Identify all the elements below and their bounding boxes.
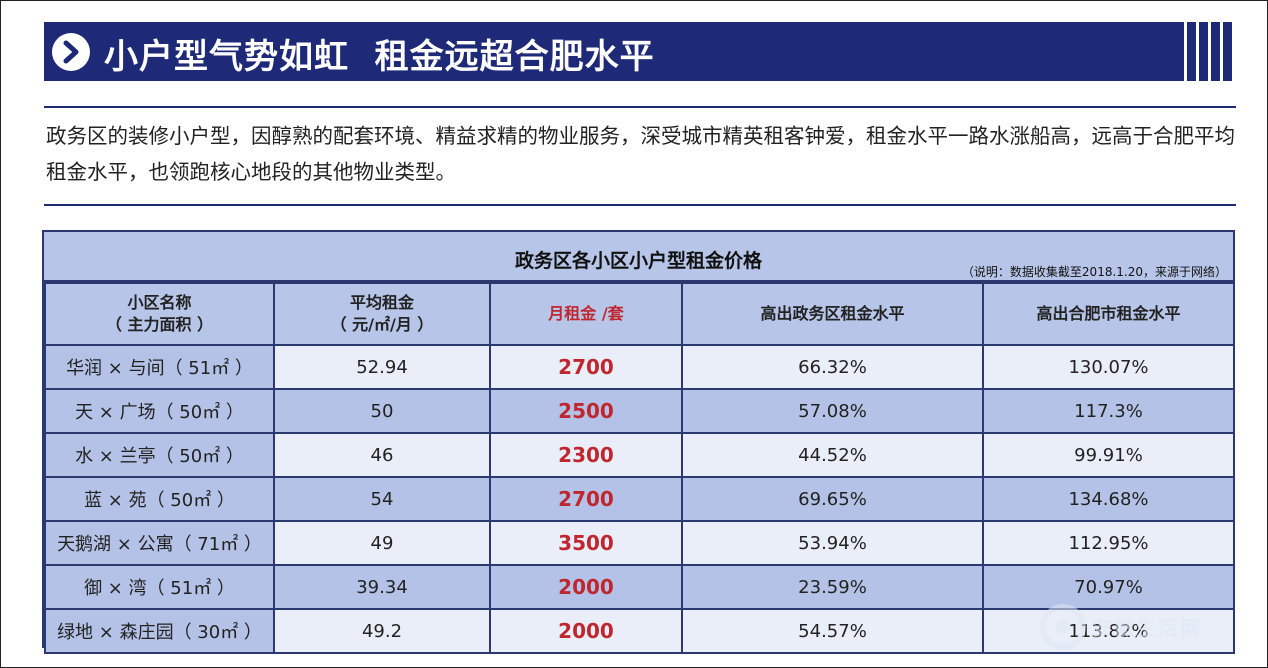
cell-community: 绿地 × 森庄园（ 30㎡ ） (44, 608, 275, 654)
rent-data-table: 小区名称 （ 主力面积 ） 平均租金 （ 元/㎡/月 ） 月租金 /套 高出政务… (44, 282, 1235, 654)
cell-monthly-rent: 2500 (489, 388, 683, 434)
cell-monthly-rent: 3500 (489, 520, 683, 566)
intro-bottom-rule (44, 204, 1236, 206)
cell-avg-rent: 54 (273, 476, 491, 522)
banner-stripes-decoration (1178, 22, 1232, 81)
header-avg-rent-label: 平均租金 (349, 293, 414, 312)
cell-community: 天 × 广场（ 50㎡ ） (44, 388, 275, 434)
intro-paragraph: 政务区的装修小户型，因醇熟的配套环境、精益求精的物业服务，深受城市精英租客钟爱，… (46, 124, 1235, 184)
header-above-city: 高出合肥市租金水平 (982, 282, 1235, 346)
cell-monthly-rent: 2700 (489, 476, 683, 522)
cell-above-city: 99.91% (982, 432, 1235, 478)
cell-monthly-rent: 2000 (489, 608, 683, 654)
play-arrow-icon (52, 33, 90, 71)
table-row: 天 × 广场（ 50㎡ ） 50 2500 57.08% 117.3% (44, 388, 1235, 434)
table-row: 御 × 湾（ 51㎡ ） 39.34 2000 23.59% 70.97% (44, 564, 1235, 610)
cell-above-district: 44.52% (681, 432, 984, 478)
cell-avg-rent: 50 (273, 388, 491, 434)
header-avg-rent: 平均租金 （ 元/㎡/月 ） (273, 282, 491, 346)
cell-avg-rent: 49.2 (273, 608, 491, 654)
cell-community: 蓝 × 苑（ 50㎡ ） (44, 476, 275, 522)
cell-above-city: 134.68% (982, 476, 1235, 522)
cell-community: 御 × 湾（ 51㎡ ） (44, 564, 275, 610)
title-banner (44, 22, 1232, 81)
table-title: 政务区各小区小户型租金价格 (514, 250, 762, 272)
cell-above-district: 23.59% (681, 564, 984, 610)
table-row: 蓝 × 苑（ 50㎡ ） 54 2700 69.65% 134.68% (44, 476, 1235, 522)
cell-above-city: 130.07% (982, 344, 1235, 390)
cell-monthly-rent: 2700 (489, 344, 683, 390)
header-avg-rent-unit: （ 元/㎡/月 ） (330, 315, 434, 334)
header-monthly-rent: 月租金 /套 (489, 282, 683, 346)
cell-above-city: 117.3% (982, 388, 1235, 434)
cell-above-city: 112.95% (982, 520, 1235, 566)
cell-community: 天鹅湖 × 公寓（ 71㎡ ） (44, 520, 275, 566)
cell-community: 华润 × 与间（ 51㎡ ） (44, 344, 275, 390)
table-note: （说明：数据收集截至2018.1.20，来源于网络） (961, 265, 1227, 279)
watermark: 安徽生活网 (1036, 600, 1236, 660)
header-community: 小区名称 （ 主力面积 ） (44, 282, 275, 346)
watermark-logo-icon (1040, 604, 1086, 650)
table-row: 水 × 兰亭（ 50㎡ ） 46 2300 44.52% 99.91% (44, 432, 1235, 478)
cell-above-district: 57.08% (681, 388, 984, 434)
cell-avg-rent: 52.94 (273, 344, 491, 390)
cell-above-district: 54.57% (681, 608, 984, 654)
cell-avg-rent: 49 (273, 520, 491, 566)
rent-table: 政务区各小区小户型租金价格 （说明：数据收集截至2018.1.20，来源于网络）… (42, 230, 1235, 654)
cell-avg-rent: 46 (273, 432, 491, 478)
table-title-bar: 政务区各小区小户型租金价格 （说明：数据收集截至2018.1.20，来源于网络） (44, 232, 1233, 282)
header-above-district: 高出政务区租金水平 (681, 282, 984, 346)
header-community-name: 小区名称 (127, 293, 192, 312)
cell-avg-rent: 39.34 (273, 564, 491, 610)
cell-monthly-rent: 2000 (489, 564, 683, 610)
cell-monthly-rent: 2300 (489, 432, 683, 478)
cell-above-city: 70.97% (982, 564, 1235, 610)
cell-above-district: 69.65% (681, 476, 984, 522)
cell-community: 水 × 兰亭（ 50㎡ ） (44, 432, 275, 478)
page-title: 小户型气势如虹 租金远超合肥水平 (104, 37, 655, 77)
table-row: 华润 × 与间（ 51㎡ ） 52.94 2700 66.32% 130.07% (44, 344, 1235, 390)
cell-above-city: 113.82% (982, 608, 1235, 654)
intro-top-rule (44, 106, 1236, 108)
watermark-text: 安徽生活网 (1092, 616, 1202, 640)
table-row: 天鹅湖 × 公寓（ 71㎡ ） 49 3500 53.94% 112.95% (44, 520, 1235, 566)
header-community-area: （ 主力面积 ） (105, 315, 214, 334)
cell-above-district: 66.32% (681, 344, 984, 390)
table-header-row: 小区名称 （ 主力面积 ） 平均租金 （ 元/㎡/月 ） 月租金 /套 高出政务… (44, 282, 1235, 346)
table-row: 绿地 × 森庄园（ 30㎡ ） 49.2 2000 54.57% 113.82% (44, 608, 1235, 654)
cell-above-district: 53.94% (681, 520, 984, 566)
